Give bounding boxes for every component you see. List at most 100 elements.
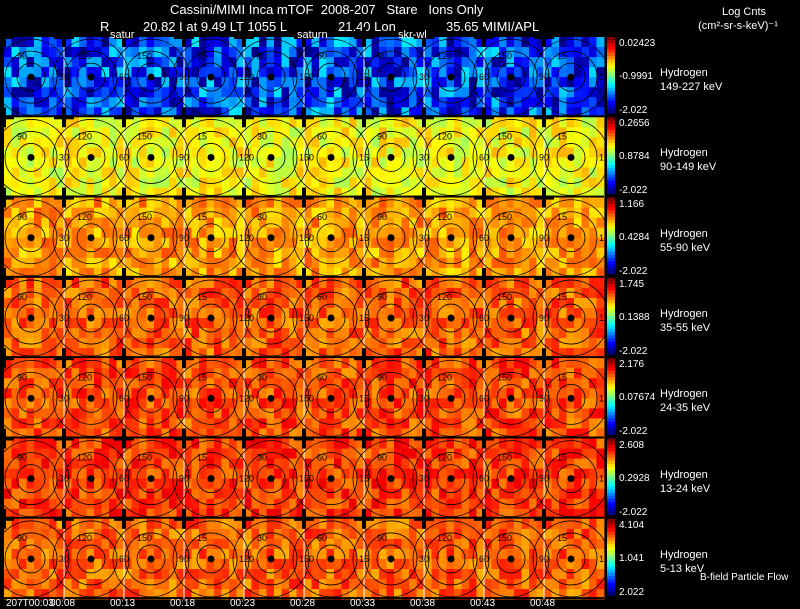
pitch-angle-contour xyxy=(4,211,58,265)
pitch-angle-contour xyxy=(196,303,226,333)
spacecraft-marker xyxy=(447,153,455,161)
heatmap-cell-r4-c4 xyxy=(244,358,305,439)
spacecraft-marker xyxy=(267,555,275,563)
pitch-angle-contour xyxy=(556,303,586,333)
header-lat-text: 20.82 Lat 9.49 LT 1055 L xyxy=(143,19,288,34)
cross-marker xyxy=(474,195,494,200)
contour-value-label: 90 xyxy=(17,131,27,141)
contour-value-label: 120 xyxy=(599,474,614,484)
cross-marker xyxy=(174,115,194,120)
contour-value-label: 120 xyxy=(599,393,614,403)
pitch-angle-contour xyxy=(196,383,226,413)
pitch-angle-contour xyxy=(556,383,586,413)
pitch-angle-contour xyxy=(136,143,166,172)
spacecraft-marker xyxy=(207,394,215,402)
pitch-angle-contour xyxy=(436,223,466,253)
contour-value-label: 15 xyxy=(197,372,207,382)
contour-value-label: 150 xyxy=(497,51,512,61)
pitch-angle-contour xyxy=(52,520,130,598)
pitch-angle-contour xyxy=(292,520,370,598)
contour-value-label: 120 xyxy=(437,51,452,61)
heatmap-cell-r3-c9 xyxy=(544,277,605,359)
pitch-angle-contour xyxy=(544,532,598,586)
contour-value-label: 90 xyxy=(179,313,189,323)
header-r-label: R xyxy=(100,19,110,34)
pitch-angle-contour xyxy=(412,279,490,357)
pitch-angle-contour xyxy=(412,119,490,196)
spacecraft-marker xyxy=(507,394,515,402)
contour-value-label: 30 xyxy=(59,313,69,323)
pitch-angle-contour xyxy=(292,119,370,196)
pitch-angle-contour xyxy=(472,359,550,437)
heatmap-cell-r0-c5 xyxy=(304,37,365,118)
pitch-angle-contour xyxy=(16,303,46,333)
pitch-angle-contour xyxy=(364,211,418,265)
contour-value-label: 15 xyxy=(197,292,207,302)
cross-marker xyxy=(414,436,434,441)
pitch-angle-contour xyxy=(292,199,370,277)
pitch-angle-contour xyxy=(496,464,526,494)
cross-marker xyxy=(114,516,134,521)
pitch-angle-contour xyxy=(124,291,178,345)
pitch-angle-contour xyxy=(4,452,58,506)
heatmap-cell-r5-c4 xyxy=(244,438,305,520)
spacecraft-marker xyxy=(147,73,155,81)
cross-marker xyxy=(54,195,74,200)
contour-value-label: 90 xyxy=(179,152,189,162)
heatmap-cell-r5-c5 xyxy=(304,438,365,520)
energy-range-label: 5-13 keV xyxy=(660,562,705,575)
spacecraft-marker xyxy=(87,234,95,242)
pitch-angle-contour xyxy=(376,383,406,413)
pitch-angle-contour xyxy=(412,38,490,116)
contour-value-label: 90 xyxy=(539,152,549,162)
colorbar-min-label: -2.022 xyxy=(619,506,648,518)
species-label: Hydrogen xyxy=(660,468,708,481)
contour-value-label: 60 xyxy=(317,533,327,543)
pitch-angle-contour xyxy=(76,464,106,494)
spacecraft-marker xyxy=(447,73,455,81)
colorbar-max-label: 1.745 xyxy=(619,278,645,290)
colorbar-min-label: -2.022 xyxy=(619,265,648,277)
cross-marker xyxy=(54,356,74,361)
pitch-angle-contour xyxy=(112,520,190,598)
cross-marker xyxy=(174,436,194,441)
pitch-angle-contour xyxy=(544,211,598,265)
contour-value-label: 90 xyxy=(179,393,189,403)
pitch-angle-contour xyxy=(112,279,190,357)
pitch-angle-contour xyxy=(256,303,286,333)
contour-value-label: 90 xyxy=(17,453,27,463)
heatmap-cell-r2-c7 xyxy=(424,197,485,279)
pitch-angle-contour xyxy=(496,303,526,333)
spacecraft-marker xyxy=(267,234,275,242)
cross-marker xyxy=(534,356,554,361)
pitch-angle-contour xyxy=(352,199,430,277)
pitch-angle-contour xyxy=(0,359,70,437)
contour-value-label: 150 xyxy=(299,554,314,564)
energy-range-label: 35-55 keV xyxy=(660,321,711,334)
cross-marker xyxy=(414,195,434,200)
cross-marker xyxy=(534,516,554,521)
contour-value-label: 15 xyxy=(557,533,567,543)
colorbar-mid-label: 1.041 xyxy=(619,552,645,564)
pitch-angle-contour xyxy=(244,50,298,104)
pitch-angle-contour xyxy=(544,452,598,506)
cross-marker xyxy=(294,356,314,361)
time-tick-label: 00:48 xyxy=(530,598,556,609)
header-instrument-text: 35.65 MIMI/APL xyxy=(446,19,540,34)
pitch-angle-contour xyxy=(496,383,526,413)
pitch-angle-contour xyxy=(124,131,178,184)
time-tick-label: 00:28 xyxy=(290,598,316,609)
strip-label-skr: skr-wl xyxy=(398,29,427,41)
pitch-angle-contour xyxy=(436,383,466,413)
strip-label-satur: satur xyxy=(110,29,135,41)
contour-value-label: 30 xyxy=(419,152,429,162)
pitch-angle-contour xyxy=(436,62,466,92)
cross-marker xyxy=(414,275,434,280)
spacecraft-marker xyxy=(327,314,335,322)
pitch-angle-contour xyxy=(556,464,586,494)
pitch-angle-contour xyxy=(124,50,178,104)
contour-value-label: 120 xyxy=(599,313,614,323)
spacecraft-marker xyxy=(147,153,155,161)
spacecraft-marker xyxy=(147,234,155,242)
pitch-angle-contour xyxy=(64,211,118,265)
